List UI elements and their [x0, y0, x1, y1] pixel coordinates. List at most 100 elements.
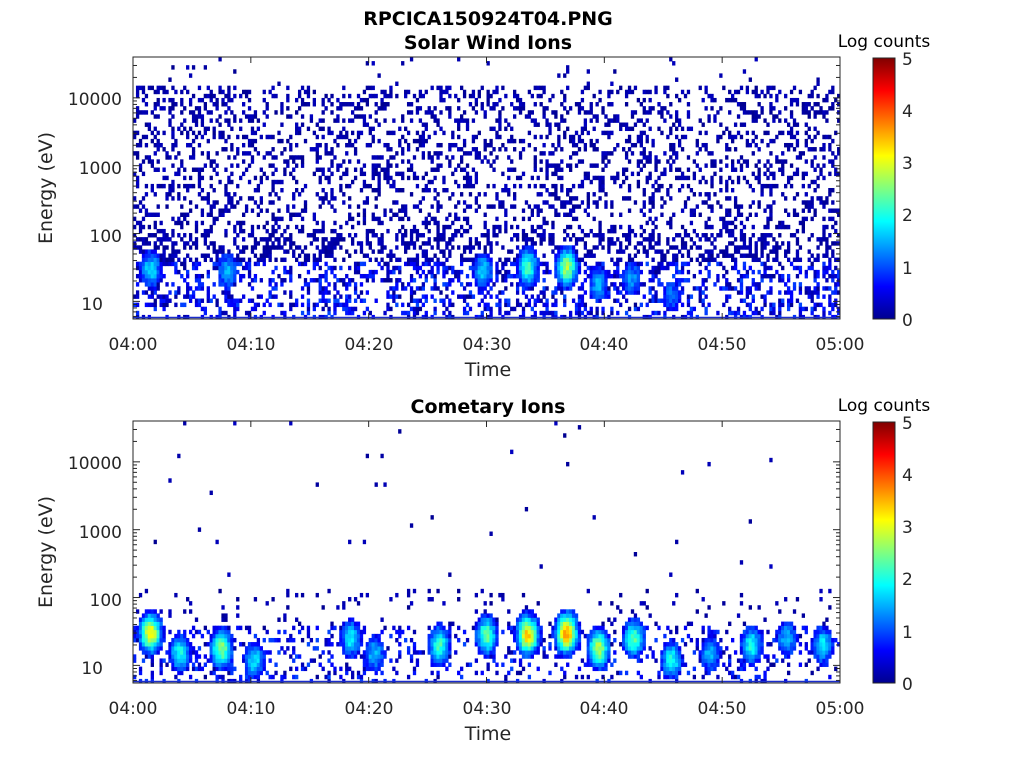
heatmap-cells	[133, 421, 841, 684]
heatmap-cell	[451, 237, 455, 242]
heatmap-cells	[133, 57, 841, 320]
heatmap-cell	[371, 188, 375, 193]
heatmap-cell	[566, 253, 570, 258]
heatmap-cell	[297, 130, 302, 136]
heatmap-cell	[672, 147, 676, 152]
heatmap-cell	[789, 175, 794, 181]
heatmap-cell	[592, 265, 596, 271]
heatmap-cell	[483, 245, 487, 250]
heatmap-cell	[191, 666, 196, 672]
heatmap-cell	[477, 245, 481, 250]
heatmap-cell	[292, 212, 296, 217]
heatmap-cell	[574, 196, 579, 201]
heatmap-cell	[271, 188, 275, 193]
heatmap-cell	[191, 625, 196, 631]
heatmap-cell	[215, 216, 219, 222]
heatmap-cell	[660, 265, 664, 271]
heatmap-cell	[292, 192, 296, 197]
heatmap-cell	[153, 134, 157, 140]
heatmap-cell	[486, 306, 490, 312]
heatmap-cell	[474, 97, 479, 103]
heatmap-cell	[227, 654, 231, 659]
heatmap-cell	[504, 118, 508, 123]
heatmap-cell	[389, 130, 393, 136]
heatmap-cell	[527, 269, 532, 275]
heatmap-cell	[772, 237, 776, 242]
heatmap-cell	[474, 179, 479, 185]
heatmap-cell	[362, 253, 367, 258]
heatmap-cell	[133, 151, 137, 156]
heatmap-cell	[165, 175, 169, 181]
heatmap-cell	[377, 163, 381, 168]
panel-cometary: Cometary Ions 04:00 04:10 04:20 04:30 04…	[35, 396, 930, 745]
heatmap-cell	[165, 237, 169, 242]
heatmap-cell	[448, 212, 452, 217]
heatmap-cell	[663, 151, 667, 156]
heatmap-cell	[424, 241, 428, 246]
heatmap-cell	[159, 278, 163, 283]
heatmap-cell	[180, 670, 184, 676]
heatmap-cell	[834, 155, 838, 160]
heatmap-cell	[138, 273, 143, 279]
heatmap-cell	[675, 261, 679, 267]
heatmap-cell	[583, 245, 588, 250]
heatmap-cell	[542, 310, 546, 316]
heatmap-cell	[680, 147, 685, 152]
heatmap-cell	[186, 294, 190, 299]
heatmap-cell	[819, 167, 823, 172]
heatmap-cell	[180, 159, 184, 164]
heatmap-cell	[133, 654, 137, 659]
heatmap-cell	[560, 147, 564, 152]
heatmap-cell	[371, 228, 375, 234]
heatmap-cell	[300, 310, 305, 316]
heatmap-cell	[280, 257, 284, 263]
heatmap-cell	[259, 196, 263, 201]
heatmap-cell	[636, 138, 641, 144]
heatmap-cell	[177, 662, 181, 667]
y-minor-ticks	[133, 56, 840, 317]
heatmap-cell	[566, 249, 570, 254]
heatmap-cell	[619, 282, 623, 287]
heatmap-cell	[542, 220, 546, 226]
heatmap-cell	[412, 298, 417, 303]
heatmap-cell	[457, 269, 461, 275]
heatmap-cell	[669, 114, 673, 119]
heatmap-cell	[468, 175, 473, 181]
heatmap-cell	[710, 175, 714, 181]
heatmap-cell	[642, 192, 646, 197]
heatmap-cell	[186, 637, 190, 643]
heatmap-cell	[250, 130, 255, 136]
heatmap-cell	[348, 233, 352, 238]
heatmap-cell	[221, 261, 225, 267]
heatmap-cell	[224, 233, 228, 238]
heatmap-cell	[244, 654, 249, 659]
heatmap-cell	[462, 216, 467, 222]
heatmap-cell	[624, 102, 629, 107]
heatmap-cell	[486, 265, 490, 271]
heatmap-cell	[657, 183, 661, 189]
heatmap-cell	[230, 294, 234, 299]
heatmap-cell	[421, 175, 425, 181]
heatmap-cell	[242, 273, 246, 279]
heatmap-cell	[837, 233, 841, 238]
heatmap-cell	[135, 110, 140, 115]
heatmap-cell	[677, 233, 682, 238]
heatmap-cell	[542, 233, 546, 238]
heatmap-cell	[545, 188, 549, 193]
heatmap-cell	[336, 298, 340, 303]
heatmap-cell	[135, 89, 140, 95]
heatmap-cell	[627, 241, 632, 246]
heatmap-cell	[728, 253, 732, 258]
heatmap-cell	[459, 118, 464, 123]
heatmap-cell	[418, 245, 423, 250]
heatmap-cell	[224, 658, 228, 663]
heatmap-cell	[536, 212, 540, 217]
heatmap-cell	[524, 265, 529, 271]
heatmap-cell	[133, 204, 137, 209]
heatmap-cell	[607, 273, 611, 279]
heatmap-cell	[515, 245, 520, 250]
heatmap-cell	[627, 257, 632, 263]
heatmap-cell	[707, 269, 711, 275]
heatmap-cell	[654, 224, 658, 230]
heatmap-cell	[589, 282, 593, 287]
